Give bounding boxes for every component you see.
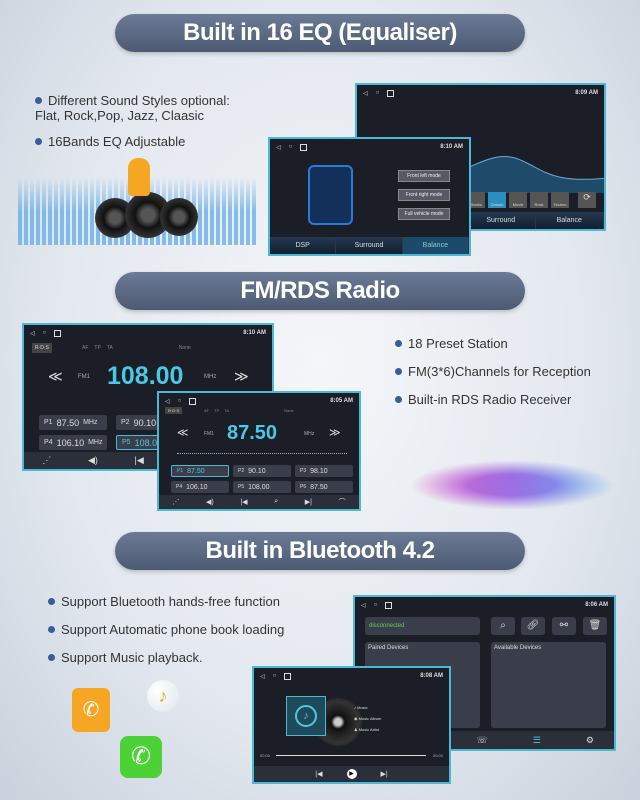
preset-p6[interactable]: P6 87.50 xyxy=(295,481,353,493)
unlink-icon[interactable]: ⚯ xyxy=(552,617,576,635)
phone-tab-icon[interactable]: ☏ xyxy=(476,734,488,745)
phonebook-icon: ✆ xyxy=(72,688,110,732)
radio-screen-2: ◁ ○ 8:05 AM R·D·S AF TP TA None ≪ FM1 87.50 M… xyxy=(157,391,361,511)
next-icon[interactable]: ▶| xyxy=(380,771,388,778)
seek-forward-button[interactable]: ≫ xyxy=(234,368,249,384)
phone-call-icon: ✆ xyxy=(120,736,162,778)
bt-bullet: Support Music playback. xyxy=(48,650,203,665)
eq-bullet: Different Sound Styles optional: Flat, R… xyxy=(35,93,230,123)
front-left-mode-button[interactable]: Front left mode xyxy=(398,170,450,182)
front-right-mode-button[interactable]: Front right mode xyxy=(398,189,450,201)
music-screen: ◁ ○ 8:08 AM ♪ ♪ Music ◉ Music Album ♟ Musi… xyxy=(252,666,451,784)
sound-wave-illustration xyxy=(410,460,615,510)
speaker-icon xyxy=(160,198,198,236)
frequency-display: 87.50 xyxy=(227,422,278,444)
elapsed-time: 00:00 xyxy=(260,753,271,758)
unit-label: MHz xyxy=(304,431,315,437)
search-icon[interactable]: ⌕ xyxy=(491,617,515,635)
preset-p4[interactable]: P4 106.10 xyxy=(171,481,229,493)
previous-icon[interactable]: |◀ xyxy=(240,499,248,506)
bt-bullet: Support Automatic phone book loading xyxy=(48,622,284,637)
dancer-figure xyxy=(128,158,150,196)
full-vehicle-mode-button[interactable]: Full vehicle mode xyxy=(398,208,450,220)
music-title: ♪ Music xyxy=(354,705,368,710)
radio-bullet: FM(3*6)Channels for Reception xyxy=(395,364,591,379)
rds-icon[interactable]: ⋰ xyxy=(172,499,180,506)
radio-bullet: Built-in RDS Radio Receiver xyxy=(395,392,571,407)
search-icon[interactable]: ⌕ xyxy=(274,498,279,505)
previous-icon[interactable]: |◀ xyxy=(134,455,144,465)
preset-p4[interactable]: P4 106.10 MHz xyxy=(39,435,107,450)
settings-icon[interactable]: ⚙ xyxy=(585,734,594,745)
music-artist: ♟ Music Artist xyxy=(354,727,380,732)
next-icon[interactable]: ▶| xyxy=(304,499,312,506)
volume-icon[interactable]: ◀) xyxy=(205,499,214,506)
eq-style-movie[interactable]: Movie xyxy=(509,192,527,208)
tab-surround[interactable]: Surround xyxy=(467,212,536,229)
rds-icon[interactable]: ⋰ xyxy=(42,455,52,465)
volume-icon[interactable]: ◀) xyxy=(87,455,98,465)
eq-style-electro[interactable]: Electro xyxy=(467,192,485,208)
tab-dsp[interactable]: DSP xyxy=(270,237,337,254)
album-art: ♪ xyxy=(286,696,326,736)
frequency-display: 108.00 xyxy=(107,362,184,390)
rds-badge: R·D·S xyxy=(165,407,183,414)
bt-bullet: Support Bluetooth hands-free function xyxy=(48,594,280,609)
seek-back-button[interactable]: ≪ xyxy=(48,368,63,384)
preset-p5[interactable]: P5 108.00 xyxy=(233,481,291,493)
tuning-slider[interactable] xyxy=(177,453,347,457)
tab-balance[interactable]: Balance xyxy=(536,212,604,229)
preset-p1[interactable]: P1 87.50 MHz xyxy=(39,415,107,430)
balance-screen: ◁ ○ 8:10 AM Front left mode Front right mo… xyxy=(268,137,471,256)
eq-style-classic[interactable]: Classic xyxy=(488,192,506,208)
connection-status: disconnected xyxy=(365,617,480,635)
available-devices-list[interactable]: Available Devices xyxy=(491,642,606,728)
band-label: FM1 xyxy=(204,431,214,437)
link-icon[interactable]: 🔗︎ xyxy=(521,617,545,635)
seek-back-button[interactable]: ≪ xyxy=(177,427,189,439)
eq-banner: Built in 16 EQ (Equaliser) xyxy=(115,14,525,52)
total-time: 00:00 xyxy=(432,753,443,758)
rds-badge: R·D·S xyxy=(32,343,52,353)
music-note-icon: ♪ xyxy=(147,680,179,712)
seat-layout xyxy=(308,165,353,225)
tab-balance[interactable]: Balance xyxy=(402,237,469,254)
seek-forward-button[interactable]: ≫ xyxy=(329,427,341,439)
delete-icon[interactable]: 🗑︎ xyxy=(583,617,607,635)
play-icon[interactable]: ▶ xyxy=(346,769,357,779)
unit-label: MHz xyxy=(204,374,217,380)
eq-style-rock[interactable]: Rock xyxy=(530,192,548,208)
previous-icon[interactable]: |◀ xyxy=(315,771,323,778)
preset-p3[interactable]: P3 98.10 xyxy=(295,465,353,477)
band-label: FM1 xyxy=(78,374,90,380)
progress-bar[interactable] xyxy=(276,755,426,756)
eq-style-techno[interactable]: Techno xyxy=(551,192,569,208)
music-album: ◉ Music Album xyxy=(354,716,382,721)
eq-bullet: 16Bands EQ Adjustable xyxy=(35,134,185,149)
tab-surround[interactable]: Surround xyxy=(336,237,403,254)
reset-button[interactable]: ⟳ xyxy=(578,192,596,208)
radio-bullet: 18 Preset Station xyxy=(395,336,508,351)
radio-banner: FM/RDS Radio xyxy=(115,272,525,310)
antenna-icon[interactable]: ⌒ xyxy=(338,499,346,506)
preset-p2[interactable]: P2 90.10 xyxy=(233,465,291,477)
music-tab-icon[interactable]: ☰ xyxy=(532,734,541,745)
bluetooth-banner: Built in Bluetooth 4.2 xyxy=(115,532,525,570)
preset-p1[interactable]: P1 87.50 xyxy=(171,465,229,477)
